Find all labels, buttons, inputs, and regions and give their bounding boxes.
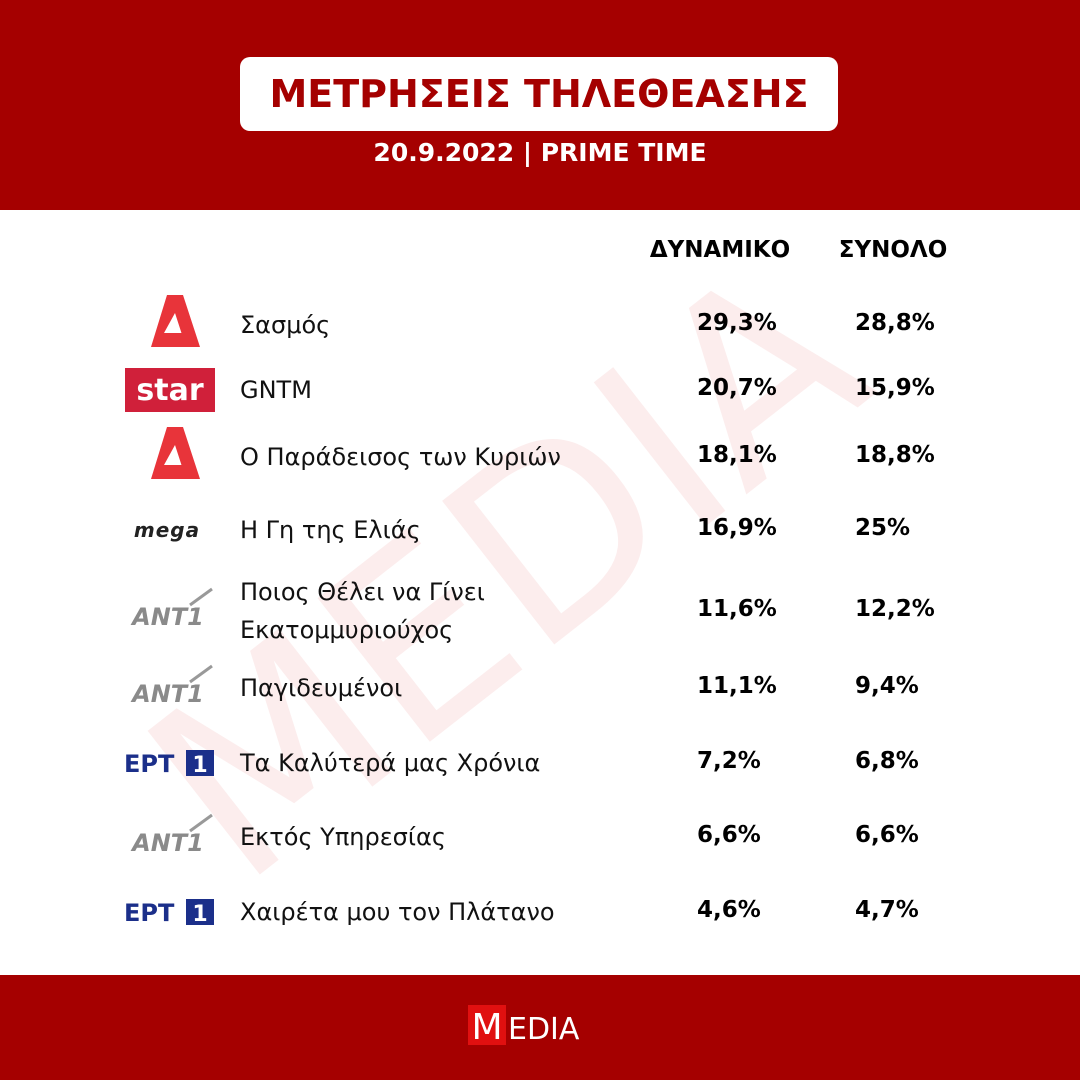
column-header: ΔΥΝΑΜΙΚΟ bbox=[649, 237, 791, 263]
rating-value: 28,8% bbox=[855, 310, 935, 336]
program-name: Σασμός bbox=[240, 311, 331, 339]
program-name: Εκτός Υπηρεσίας bbox=[240, 823, 446, 851]
rating-value: 4,7% bbox=[855, 897, 919, 923]
rating-value: 6,8% bbox=[855, 748, 919, 774]
ant1-logo-text: ANT1 bbox=[130, 680, 204, 708]
footer-logo-box bbox=[468, 1005, 506, 1045]
rating-value: 18,8% bbox=[855, 442, 935, 468]
program-name: Χαιρέτα μου τον Πλάτανο bbox=[240, 898, 555, 926]
rating-value: 9,4% bbox=[855, 673, 919, 699]
title-box: ΜΕΤΡΗΣΕΙΣ ΤΗΛΕΘΕΑΣΗΣ bbox=[240, 57, 838, 131]
program-name: GNTM bbox=[240, 376, 312, 404]
rating-value: 12,2% bbox=[855, 596, 935, 622]
ant1-logo-stroke bbox=[189, 813, 213, 833]
mega-logo-text: mega bbox=[134, 518, 200, 542]
program-name: Ποιος Θέλει να Γίνει bbox=[240, 578, 485, 606]
title: ΜΕΤΡΗΣΕΙΣ ΤΗΛΕΘΕΑΣΗΣ bbox=[269, 72, 809, 116]
ert-logo-text: ΕΡΤ bbox=[124, 899, 175, 927]
rating-value: 11,1% bbox=[697, 673, 777, 699]
rating-value: 4,6% bbox=[697, 897, 761, 923]
footer-logo-m: M bbox=[471, 1007, 502, 1048]
footer-band bbox=[0, 975, 1080, 1080]
ert-logo-box bbox=[186, 899, 214, 925]
rating-value: 25% bbox=[855, 515, 911, 541]
program-name: Η Γη της Ελιάς bbox=[240, 516, 421, 544]
rating-value: 29,3% bbox=[697, 310, 777, 336]
ant1-logo-stroke bbox=[189, 664, 213, 684]
ert-logo-box bbox=[186, 750, 214, 776]
rating-value: 20,7% bbox=[697, 375, 777, 401]
program-name: Τα Καλύτερά μας Χρόνια bbox=[240, 749, 541, 777]
footer-logo-rest: EDIA bbox=[508, 1012, 580, 1047]
ert-logo-number: 1 bbox=[192, 902, 207, 927]
star-logo-text: star bbox=[136, 373, 203, 408]
rating-value: 16,9% bbox=[697, 515, 777, 541]
program-name: Εκατομμυριούχος bbox=[240, 616, 454, 644]
ant1-logo-stroke bbox=[189, 587, 213, 607]
ant1-logo-text: ANT1 bbox=[130, 603, 204, 631]
alpha-logo bbox=[151, 295, 200, 347]
column-header: ΣΥΝΟΛΟ bbox=[838, 237, 948, 263]
star-logo-box bbox=[125, 368, 215, 412]
rating-value: 7,2% bbox=[697, 748, 761, 774]
rating-value: 6,6% bbox=[855, 822, 919, 848]
program-name: Παγιδευμένοι bbox=[240, 674, 403, 702]
rating-value: 6,6% bbox=[697, 822, 761, 848]
rating-value: 15,9% bbox=[855, 375, 935, 401]
program-name: Ο Παράδεισος των Κυριών bbox=[240, 443, 561, 471]
subtitle: 20.9.2022 | PRIME TIME bbox=[373, 138, 707, 167]
ert-logo-text: ΕΡΤ bbox=[124, 750, 175, 778]
ert-logo-number: 1 bbox=[192, 753, 207, 778]
ant1-logo-text: ANT1 bbox=[130, 829, 204, 857]
alpha-logo bbox=[151, 427, 200, 479]
rating-value: 18,1% bbox=[697, 442, 777, 468]
rating-value: 11,6% bbox=[697, 596, 777, 622]
